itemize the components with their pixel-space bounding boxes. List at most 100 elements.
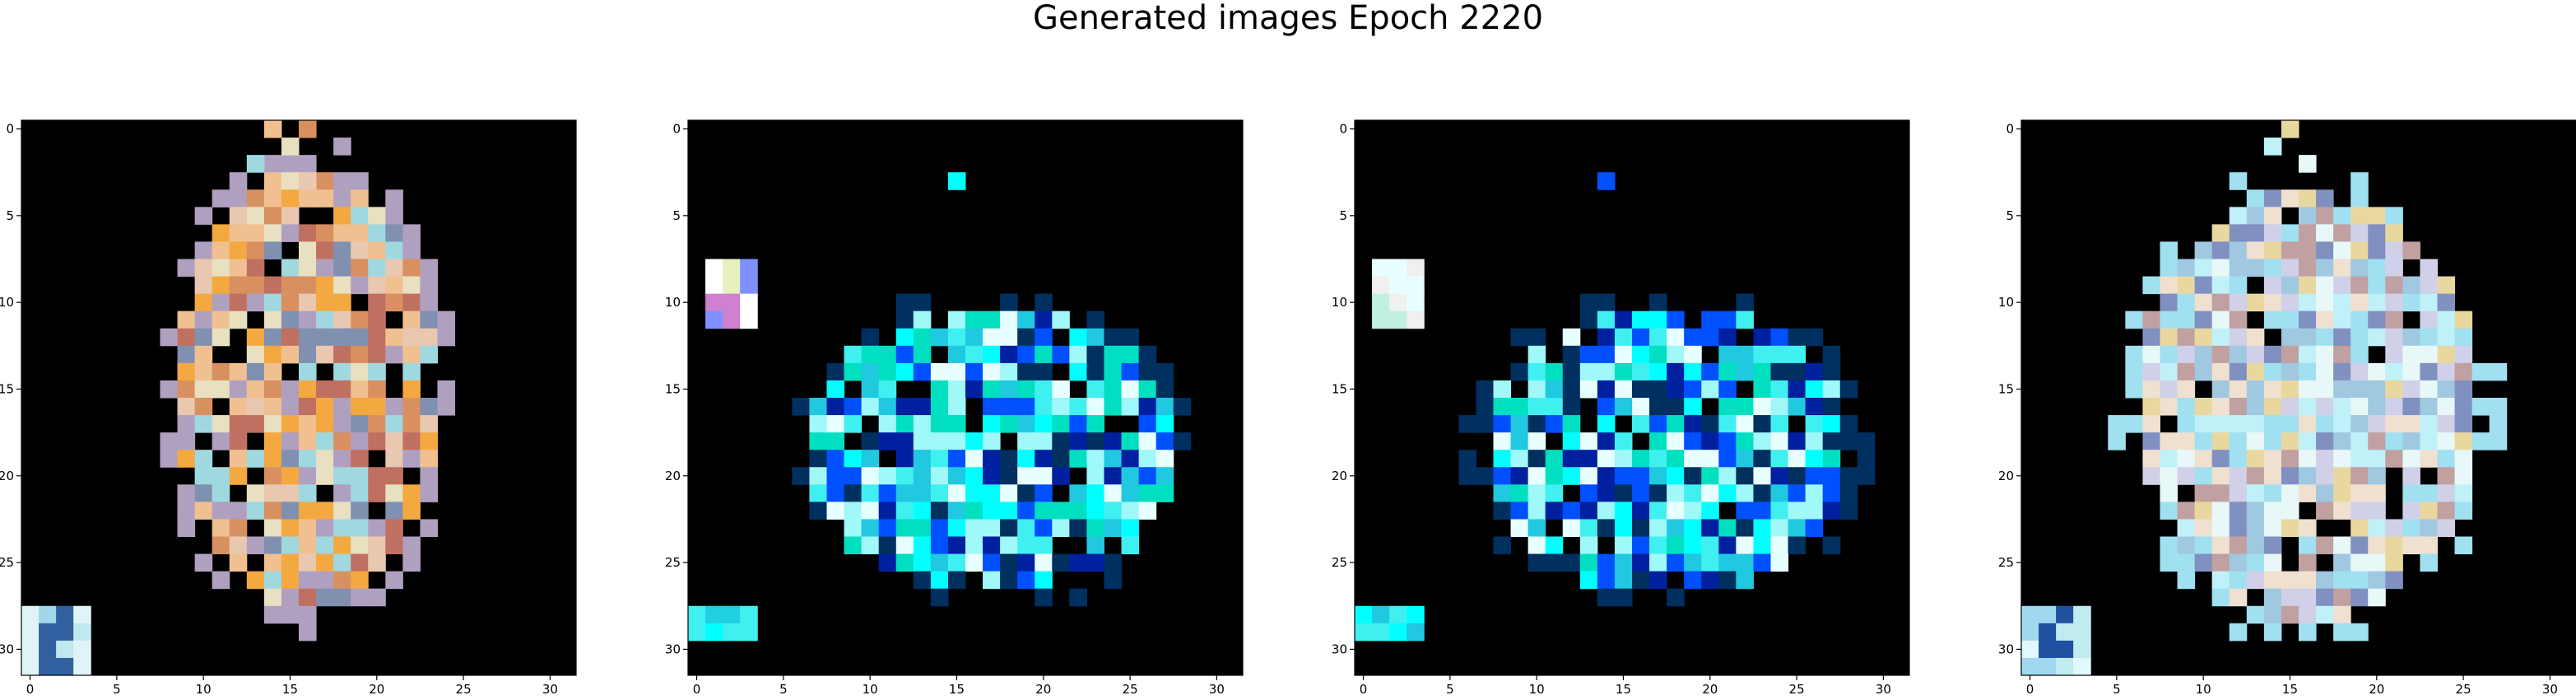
pixel-cell [2194, 432, 2213, 450]
pixel-cell [2333, 502, 2351, 520]
pixel-cell [1527, 467, 1546, 485]
pixel-cell [1736, 450, 1754, 468]
pixel-cell [2211, 310, 2230, 329]
pixel-cell [385, 450, 403, 468]
pixel-cell [965, 519, 983, 537]
pixel-cell [947, 536, 966, 555]
pixel-cell [2489, 362, 2508, 381]
pixel-cell [1788, 432, 1806, 450]
pixel-cell [1155, 380, 1174, 399]
pixel-cell [1822, 362, 1841, 381]
pixel-cell [160, 432, 179, 450]
pixel-cell [1000, 484, 1018, 502]
pixel-cell [2316, 380, 2334, 399]
pixel-cell [333, 398, 351, 416]
pixel-cell [826, 415, 845, 433]
pixel-cell [1138, 380, 1157, 399]
pixel-cell [1069, 502, 1087, 520]
pixel-cell [2350, 415, 2369, 433]
pixel-cell [246, 362, 265, 381]
pixel-cell [965, 467, 983, 485]
pixel-cell [229, 467, 248, 485]
pixel-cell [1052, 432, 1070, 450]
pixel-cell [1718, 467, 1737, 485]
pixel-cell [1000, 536, 1018, 555]
pixel-cell [2281, 310, 2299, 329]
pixel-cell [965, 310, 983, 329]
pixel-cell [1614, 502, 1633, 520]
pixel-cell [333, 207, 351, 225]
pixel-cell [2160, 553, 2178, 572]
pixel-cell [1104, 362, 1123, 381]
pixel-cell [723, 605, 741, 624]
pixel-cell [194, 259, 213, 278]
pixel-cell [1614, 588, 1633, 607]
pixel-cell [402, 450, 421, 468]
pixel-cell [2333, 605, 2351, 624]
pixel-cell [1407, 605, 1425, 624]
pixel-cell [1104, 398, 1123, 416]
pixel-cell [1805, 415, 1824, 433]
pixel-cell [263, 362, 282, 381]
pixel-cell [263, 328, 282, 347]
pixel-cell [2160, 450, 2178, 468]
pixel-cell [1389, 623, 1407, 642]
pixel-cell [2263, 398, 2282, 416]
pixel-cell [1510, 432, 1529, 450]
pixel-cell [1788, 519, 1806, 537]
pixel-cell [1770, 536, 1789, 555]
y-tick-label: 10 [1998, 295, 2014, 310]
pixel-cell [1579, 502, 1598, 520]
pixel-cell [688, 623, 706, 642]
pixel-cell [1579, 450, 1598, 468]
pixel-cell [2316, 536, 2334, 555]
pixel-cell [1527, 484, 1546, 502]
pixel-cell [1597, 450, 1616, 468]
pixel-cell [2194, 553, 2213, 572]
pixel-cell [1597, 415, 1616, 433]
pixel-cell [2454, 328, 2473, 347]
pixel-cell [2420, 345, 2438, 364]
pixel-cell [2194, 310, 2213, 329]
pixel-cell [1086, 415, 1104, 433]
pixel-cell [809, 398, 827, 416]
pixel-cell [2281, 398, 2299, 416]
pixel-cell [2333, 362, 2351, 381]
pixel-cell [1753, 328, 1771, 347]
pixel-cell [2021, 605, 2039, 624]
pixel-cell [2299, 155, 2317, 173]
pixel-cell [2385, 432, 2403, 450]
pixel-cell [1138, 467, 1157, 485]
pixel-cell [1770, 415, 1789, 433]
y-tick-label: 10 [1332, 295, 1347, 310]
pixel-cell [1579, 553, 1598, 572]
pixel-cell [160, 328, 179, 347]
pixel-cell [1000, 310, 1018, 329]
pixel-cell [2299, 432, 2317, 450]
pixel-cell [2073, 640, 2091, 659]
pixel-cell [2316, 207, 2334, 225]
pixel-cell [2437, 450, 2456, 468]
pixel-cell [1069, 415, 1087, 433]
pixel-cell [965, 345, 983, 364]
pixel-cell [2142, 450, 2160, 468]
pixel-cell [1718, 536, 1737, 555]
pixel-cell [1614, 467, 1633, 485]
pixel-cell [2299, 224, 2317, 242]
pixel-cell [368, 536, 386, 555]
pixel-cell [1493, 415, 1512, 433]
pixel-cell [2177, 345, 2196, 364]
pixel-cell [229, 536, 248, 555]
pixel-cell [2194, 276, 2213, 295]
pixel-cell [1510, 467, 1529, 485]
pixel-cell [740, 605, 758, 624]
pixel-cell [878, 398, 897, 416]
pixel-cell [368, 310, 386, 329]
pixel-cell [1839, 467, 1858, 485]
pixel-cell [2229, 224, 2248, 242]
pixel-cell [316, 536, 334, 555]
x-tick-label: 5 [113, 682, 121, 697]
pixel-cell [930, 432, 949, 450]
pixel-cell [1372, 605, 1390, 624]
pixel-cell [844, 519, 863, 537]
